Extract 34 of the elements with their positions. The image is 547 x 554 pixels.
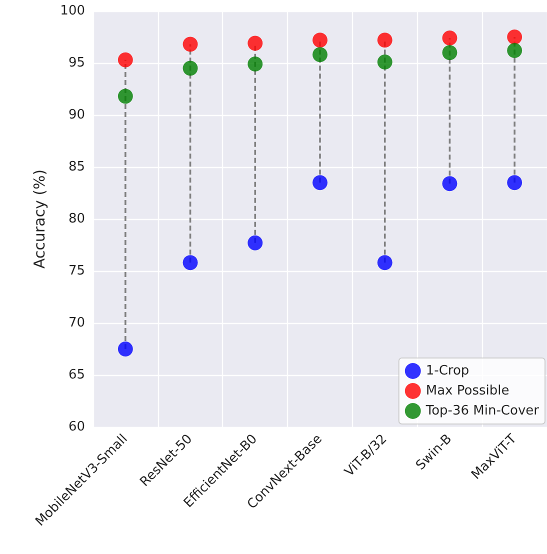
point	[118, 342, 133, 356]
point	[377, 255, 392, 270]
point	[182, 36, 198, 52]
y-tick-label: 100	[60, 4, 85, 18]
point	[248, 36, 263, 51]
legend-label: Top-36 Min-Cover	[424, 404, 540, 418]
y-tick-label: 60	[68, 420, 85, 434]
y-tick-label: 95	[68, 56, 85, 70]
point	[442, 176, 458, 192]
point	[377, 32, 392, 48]
point	[507, 43, 522, 58]
point	[248, 56, 263, 72]
point	[507, 175, 522, 190]
y-tick-label: 65	[68, 368, 85, 382]
point	[312, 47, 328, 62]
y-tick-label: 90	[68, 108, 85, 122]
point	[118, 88, 133, 104]
y-axis-title: Accuracy (%)	[30, 169, 48, 269]
point	[312, 175, 328, 190]
y-tick-label: 80	[68, 212, 85, 226]
legend-label: Max Possible	[426, 384, 510, 398]
point	[182, 255, 198, 270]
point	[442, 30, 458, 46]
point	[248, 235, 263, 250]
legend-label: 1-Crop	[426, 364, 470, 378]
y-tick-label: 75	[68, 264, 85, 278]
point	[507, 30, 522, 44]
y-tick-label: 85	[68, 160, 85, 174]
y-tick-label: 70	[68, 316, 85, 330]
point	[118, 52, 133, 68]
point	[182, 60, 198, 76]
point	[377, 54, 392, 70]
point	[312, 32, 328, 48]
point	[442, 45, 458, 60]
